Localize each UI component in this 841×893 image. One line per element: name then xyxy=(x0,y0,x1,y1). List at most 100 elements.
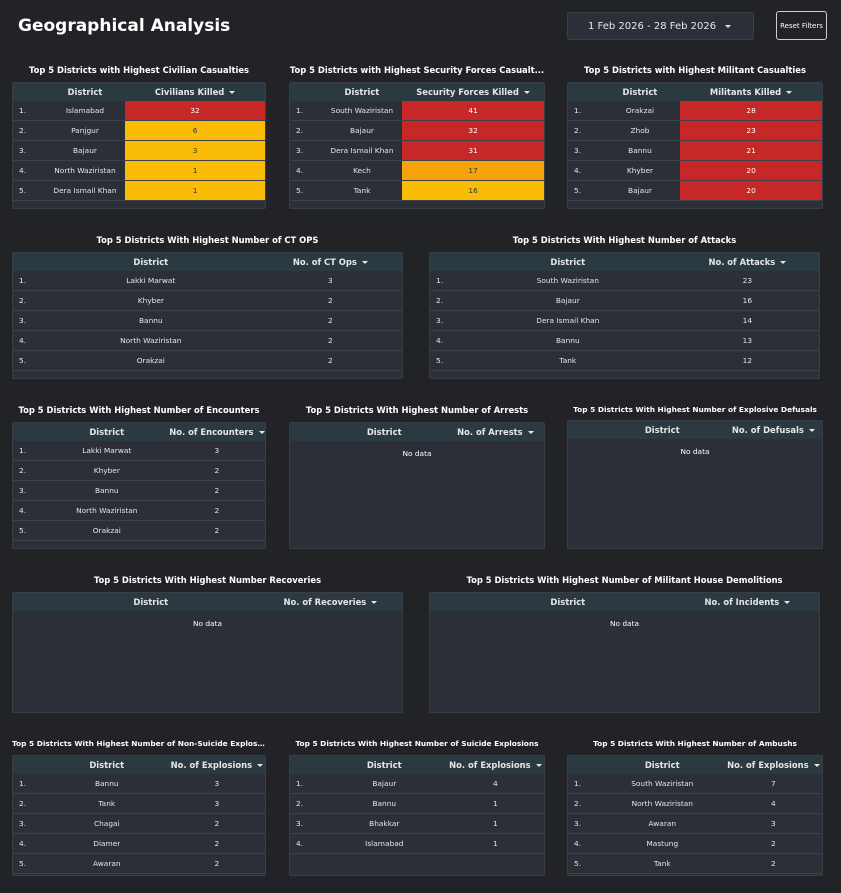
column-header-value[interactable]: No. of Explosions xyxy=(447,760,544,770)
column-header-value[interactable]: No. of Explosions xyxy=(725,760,822,770)
table-row[interactable]: 5. Dera Ismail Khan 1 xyxy=(13,181,265,201)
table-row[interactable]: 3. Bajaur 3 xyxy=(13,141,265,161)
table-row[interactable]: 1. Bajaur 4 xyxy=(290,774,544,794)
table-row[interactable]: 3. Dera Ismail Khan 31 xyxy=(290,141,544,161)
column-header-value[interactable]: No. of Explosions xyxy=(169,760,265,770)
table-row[interactable]: 5. Orakzai 2 xyxy=(13,351,402,371)
table-row[interactable]: 3. Bannu 21 xyxy=(568,141,822,161)
sort-desc-icon[interactable] xyxy=(813,764,820,767)
table-row[interactable]: 4. North Waziristan 1 xyxy=(13,161,265,181)
row-rank: 4. xyxy=(19,839,27,848)
column-header-value[interactable]: No. of Arrests xyxy=(447,427,544,437)
row-district: Bannu xyxy=(138,316,163,325)
table-row[interactable]: 3. Bannu 2 xyxy=(13,481,265,501)
table-row[interactable]: 2. Bajaur 32 xyxy=(290,121,544,141)
table-row[interactable]: 2. Panjgur 6 xyxy=(13,121,265,141)
table-row[interactable]: 3. Bannu 2 xyxy=(13,311,402,331)
column-header-value[interactable]: No. of Attacks xyxy=(676,257,819,267)
table-row[interactable]: 5. Tank 2 xyxy=(568,854,822,874)
column-header-district[interactable]: District xyxy=(344,87,380,97)
table-row[interactable]: 4. North Waziristan 2 xyxy=(13,501,265,521)
table-row[interactable]: 2. Bannu 1 xyxy=(290,794,544,814)
column-header-district[interactable]: District xyxy=(89,760,125,770)
table-row[interactable]: 4. Kech 17 xyxy=(290,161,544,181)
column-header-district[interactable]: District xyxy=(133,257,169,267)
row-rank: 4. xyxy=(574,166,582,175)
sort-desc-icon[interactable] xyxy=(229,91,236,94)
table-row[interactable]: 4. Khyber 20 xyxy=(568,161,822,181)
table-row[interactable]: 2. Khyber 2 xyxy=(13,291,402,311)
table-row[interactable]: 2. Khyber 2 xyxy=(13,461,265,481)
column-header-value[interactable]: No. of Encounters xyxy=(169,427,265,437)
sort-desc-icon[interactable] xyxy=(808,429,815,432)
table-row[interactable]: 1. South Waziristan 7 xyxy=(568,774,822,794)
column-header-value[interactable]: No. of Incidents xyxy=(676,597,819,607)
row-rank: 5. xyxy=(19,526,27,535)
row-rank: 1. xyxy=(436,276,444,285)
table-row[interactable]: 5. Tank 12 xyxy=(430,351,819,371)
sort-desc-icon[interactable] xyxy=(371,601,378,604)
table-row[interactable]: 1. Lakki Marwat 3 xyxy=(13,441,265,461)
table-row[interactable]: 4. Islamabad 1 xyxy=(290,834,544,854)
sort-desc-icon[interactable] xyxy=(257,764,264,767)
table-row[interactable]: 1. Orakzai 28 xyxy=(568,101,822,121)
table-row[interactable]: 4. Diamer 2 xyxy=(13,834,265,854)
column-header-district[interactable]: District xyxy=(89,427,125,437)
table-row[interactable]: 2. North Waziristan 4 xyxy=(568,794,822,814)
row-rank: 3. xyxy=(19,819,27,828)
table-row[interactable]: 5. Orakzai 2 xyxy=(13,521,265,541)
table-row[interactable]: 1. South Waziristan 23 xyxy=(430,271,819,291)
column-header-value[interactable]: No. of Defusals xyxy=(725,425,822,435)
table-row[interactable]: 3. Awaran 3 xyxy=(568,814,822,834)
sort-desc-icon[interactable] xyxy=(361,261,368,264)
table-header: District No. of Arrests xyxy=(290,423,544,441)
column-header-district[interactable]: District xyxy=(644,425,680,435)
column-header-district[interactable]: District xyxy=(366,427,402,437)
table-row[interactable]: 4. North Waziristan 2 xyxy=(13,331,402,351)
column-header-value[interactable]: No. of Recoveries xyxy=(259,597,402,607)
table-row[interactable]: 2. Bajaur 16 xyxy=(430,291,819,311)
column-header-district[interactable]: District xyxy=(366,760,402,770)
column-header-value[interactable]: Militants Killed xyxy=(680,87,822,97)
table-row[interactable]: 3. Bhakkar 1 xyxy=(290,814,544,834)
column-header-value[interactable]: Security Forces Killed xyxy=(402,87,544,97)
column-header-district[interactable]: District xyxy=(550,597,586,607)
table-row[interactable]: 5. Awaran 2 xyxy=(13,854,265,874)
row-value: 7 xyxy=(771,779,776,788)
table-header: District No. of Explosions xyxy=(568,756,822,774)
column-header-value[interactable]: Civilians Killed xyxy=(125,87,265,97)
sort-desc-icon[interactable] xyxy=(784,601,791,604)
table-row[interactable]: 1. Bannu 3 xyxy=(13,774,265,794)
table-row[interactable]: 5. Bajaur 20 xyxy=(568,181,822,201)
sort-desc-icon[interactable] xyxy=(786,91,793,94)
column-header-district[interactable]: District xyxy=(550,257,586,267)
no-data-message: No data xyxy=(192,619,223,628)
column-header-district[interactable]: District xyxy=(622,87,658,97)
column-header-district[interactable]: District xyxy=(67,87,103,97)
reset-filters-button[interactable]: Reset Filters xyxy=(776,11,827,40)
table-row[interactable]: 1. Islamabad 32 xyxy=(13,101,265,121)
table-row[interactable]: 4. Bannu 13 xyxy=(430,331,819,351)
table-row[interactable]: 4. Mastung 2 xyxy=(568,834,822,854)
table-row[interactable]: 1. Lakki Marwat 3 xyxy=(13,271,402,291)
sort-desc-icon[interactable] xyxy=(535,764,542,767)
date-range-picker[interactable]: 1 Feb 2026 - 28 Feb 2026 xyxy=(567,12,754,40)
table-header: District Militants Killed xyxy=(568,83,822,101)
sort-desc-icon[interactable] xyxy=(523,91,530,94)
column-header-value[interactable]: No. of CT Ops xyxy=(259,257,402,267)
sort-desc-icon[interactable] xyxy=(527,431,534,434)
table-title: Top 5 Districts With Highest Number of C… xyxy=(96,235,319,245)
row-value: 41 xyxy=(402,101,544,120)
row-value: 3 xyxy=(125,141,265,160)
column-header-district[interactable]: District xyxy=(644,760,680,770)
column-header-district[interactable]: District xyxy=(133,597,169,607)
sort-desc-icon[interactable] xyxy=(780,261,787,264)
table-row[interactable]: 5. Tank 16 xyxy=(290,181,544,201)
table-row[interactable]: 3. Dera Ismail Khan 14 xyxy=(430,311,819,331)
table-row[interactable]: 2. Tank 3 xyxy=(13,794,265,814)
table-row[interactable]: 1. South Waziristan 41 xyxy=(290,101,544,121)
row-value: 3 xyxy=(214,799,220,808)
sort-desc-icon[interactable] xyxy=(258,431,265,434)
table-row[interactable]: 3. Chagai 2 xyxy=(13,814,265,834)
table-row[interactable]: 2. Zhob 23 xyxy=(568,121,822,141)
